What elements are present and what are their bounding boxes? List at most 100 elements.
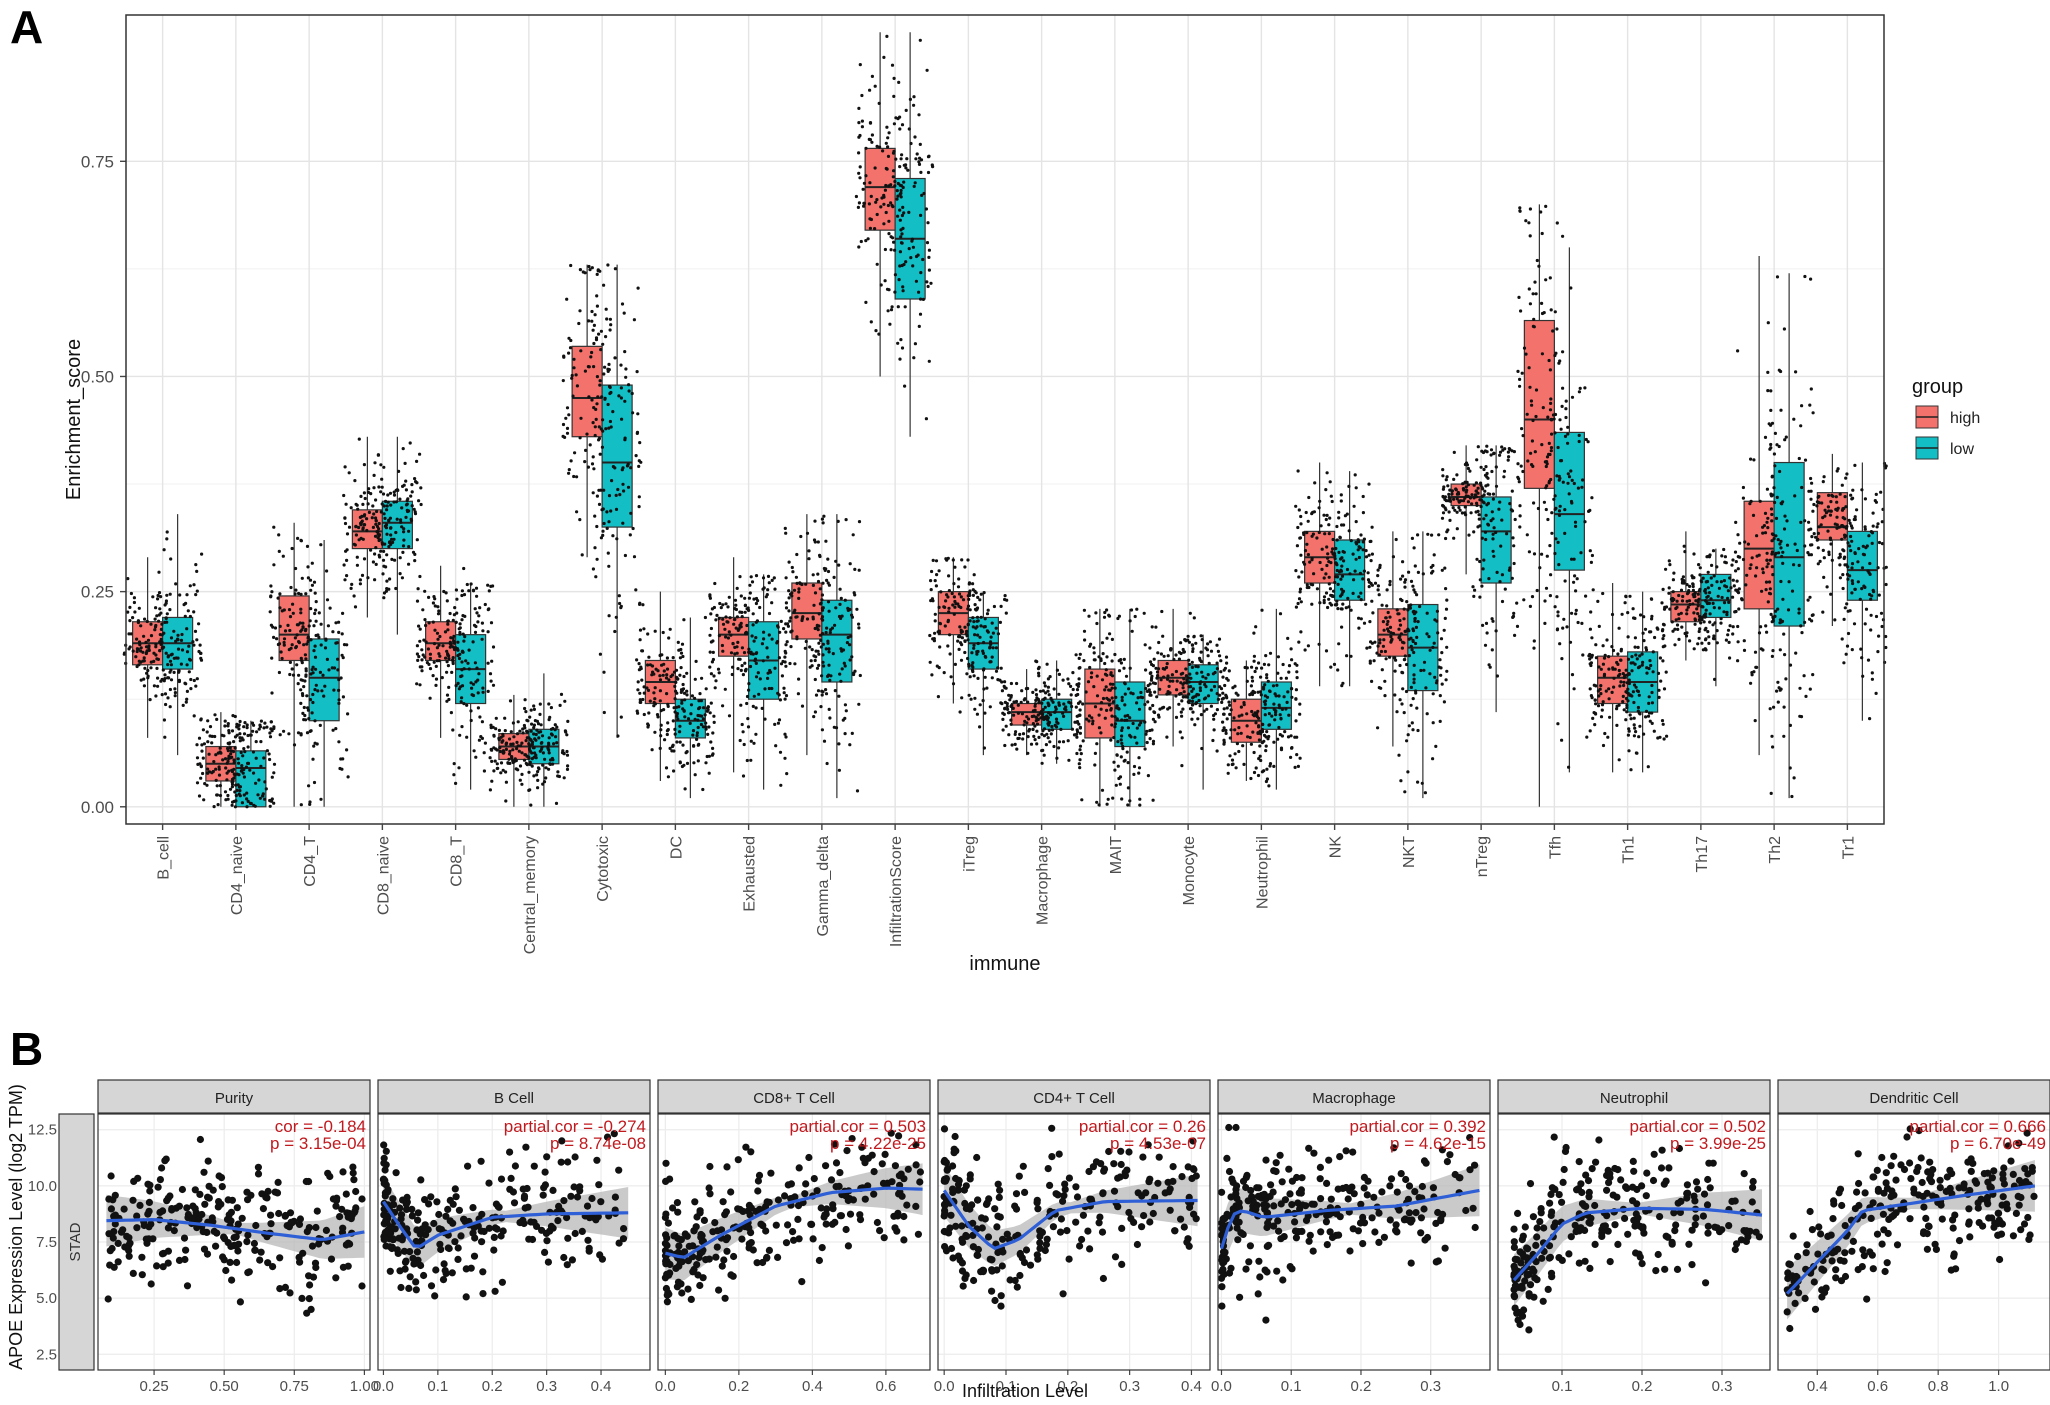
jitter-point <box>874 200 878 204</box>
jitter-point <box>1033 704 1037 708</box>
jitter-point <box>845 641 850 645</box>
jitter-point <box>173 691 177 695</box>
jitter-point <box>1191 647 1195 651</box>
jitter-point <box>1438 694 1442 698</box>
jitter-point <box>891 205 895 209</box>
jitter-point <box>1611 648 1616 653</box>
jitter-point <box>1486 501 1490 505</box>
jitter-point <box>938 621 942 625</box>
jitter-point <box>1578 386 1582 390</box>
jitter-point <box>1815 504 1819 508</box>
jitter-point <box>1549 446 1554 450</box>
jitter-point <box>394 500 398 504</box>
jitter-point <box>978 635 982 639</box>
jitter-point <box>1070 727 1074 731</box>
jitter-point <box>1184 674 1188 678</box>
jitter-point <box>310 711 314 715</box>
jitter-point <box>718 601 722 606</box>
jitter-point <box>1525 412 1529 416</box>
jitter-point <box>303 629 308 633</box>
jitter-point <box>537 730 541 734</box>
jitter-point <box>1221 728 1225 733</box>
jitter-point <box>1510 489 1514 493</box>
jitter-point <box>1344 606 1348 610</box>
jitter-point <box>1412 681 1416 685</box>
jitter-point <box>675 712 680 716</box>
jitter-point <box>272 563 276 567</box>
jitter-point <box>1226 763 1230 767</box>
jitter-point <box>695 733 699 738</box>
jitter-point <box>960 696 964 700</box>
jitter-point <box>546 745 550 749</box>
jitter-point <box>1555 627 1560 631</box>
jitter-point <box>1250 679 1255 683</box>
jitter-point <box>387 587 391 591</box>
jitter-point <box>179 638 184 643</box>
jitter-point <box>1426 532 1430 536</box>
jitter-point <box>245 797 249 801</box>
jitter-point <box>973 603 977 607</box>
jitter-point <box>976 619 980 623</box>
jitter-point <box>916 253 920 257</box>
jitter-point <box>1547 441 1551 445</box>
jitter-point <box>820 728 825 732</box>
jitter-point <box>1588 627 1592 631</box>
jitter-point <box>781 659 785 664</box>
jitter-point <box>499 735 503 739</box>
jitter-point <box>666 728 670 732</box>
jitter-point <box>223 724 227 728</box>
jitter-point <box>471 682 476 686</box>
jitter-point <box>361 526 365 530</box>
jitter-point <box>1091 722 1095 726</box>
jitter-point <box>816 579 821 584</box>
jitter-point <box>1753 650 1758 654</box>
jitter-point <box>711 650 715 655</box>
jitter-point <box>1475 503 1479 507</box>
jitter-point <box>413 552 417 557</box>
jitter-point <box>477 672 481 676</box>
box-low <box>601 384 633 528</box>
jitter-point <box>230 785 234 789</box>
jitter-point <box>176 647 181 651</box>
jitter-point <box>278 624 282 629</box>
jitter-point <box>1827 493 1831 497</box>
jitter-point <box>1156 667 1161 671</box>
jitter-point <box>535 728 539 732</box>
jitter-point <box>138 643 142 647</box>
jitter-point <box>1487 663 1491 667</box>
jitter-point <box>608 328 612 332</box>
jitter-point <box>938 645 942 649</box>
jitter-point <box>268 798 272 803</box>
jitter-point <box>413 559 417 563</box>
jitter-point <box>386 493 390 497</box>
jitter-point <box>1166 674 1170 678</box>
jitter-point <box>310 583 314 587</box>
jitter-point <box>1120 718 1124 722</box>
jitter-point <box>366 576 370 580</box>
jitter-point <box>1181 647 1185 652</box>
jitter-point <box>1341 550 1345 554</box>
jitter-point <box>530 742 535 747</box>
jitter-point <box>1463 505 1467 509</box>
jitter-point <box>1530 595 1535 599</box>
jitter-point <box>375 509 379 514</box>
jitter-point <box>300 661 304 665</box>
jitter-point <box>1016 736 1020 741</box>
jitter-point <box>556 770 560 774</box>
jitter-point <box>1540 443 1544 447</box>
jitter-point <box>857 201 862 205</box>
jitter-point <box>1570 501 1574 505</box>
jitter-point <box>521 727 525 731</box>
jitter-point <box>1218 654 1222 658</box>
jitter-point <box>796 692 801 696</box>
jitter-point <box>924 207 929 211</box>
jitter-point <box>235 788 239 793</box>
jitter-point <box>1057 692 1061 696</box>
jitter-point <box>976 595 980 600</box>
jitter-point <box>1457 506 1461 510</box>
jitter-point <box>1148 706 1152 710</box>
jitter-point <box>1519 309 1523 313</box>
jitter-point <box>873 166 877 170</box>
jitter-point <box>896 194 900 198</box>
jitter-point <box>680 699 684 703</box>
